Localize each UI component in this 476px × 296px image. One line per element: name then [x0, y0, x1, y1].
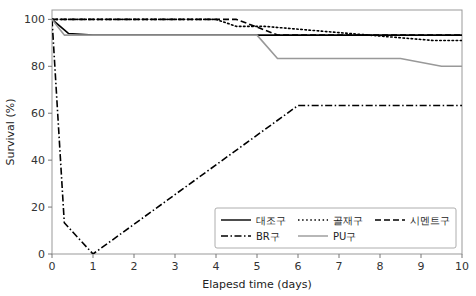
y-tick [48, 19, 52, 20]
legend-item: PU구 [298, 231, 356, 242]
x-axis-label: Elapesd time (days) [202, 278, 312, 291]
x-tick-label: 3 [172, 260, 179, 273]
x-tick [216, 254, 217, 258]
x-tick [134, 254, 135, 258]
x-tick-label: 5 [254, 260, 261, 273]
legend-label: 골재구 [333, 215, 363, 226]
y-tick [48, 207, 52, 208]
x-tick [298, 254, 299, 258]
chart: 012345678910020406080100Elapesd time (da… [0, 0, 476, 296]
x-tick [93, 254, 94, 258]
x-tick-label: 10 [455, 260, 469, 273]
x-tick-label: 7 [336, 260, 343, 273]
y-tick-label: 0 [38, 248, 45, 261]
x-tick [257, 254, 258, 258]
x-tick [421, 254, 422, 258]
legend-item: 대조구 [221, 215, 286, 226]
y-tick-label: 40 [31, 154, 45, 167]
x-tick-label: 9 [418, 260, 425, 273]
legend-swatch [221, 219, 251, 220]
y-tick-label: 80 [31, 60, 45, 73]
x-tick [339, 254, 340, 258]
legend-frame [215, 208, 456, 248]
legend: 대조구 골재구 시멘트구 BR구 PU구 [215, 208, 456, 248]
x-axis: 0 1 2 3 4 5 6 7 8 9 10 [49, 254, 470, 273]
legend-swatch [298, 235, 328, 236]
series-line [52, 19, 462, 66]
x-tick [380, 254, 381, 258]
y-tick [48, 254, 52, 255]
y-tick [48, 113, 52, 114]
legend-item: BR구 [221, 231, 280, 242]
y-tick [48, 66, 52, 67]
x-tick [462, 254, 463, 258]
series-lines [52, 19, 462, 254]
series-line [52, 19, 462, 35]
legend-label: 시멘트구 [410, 215, 450, 226]
x-tick [175, 254, 176, 258]
y-axis: 0 20 40 60 80 100 [24, 13, 52, 261]
x-tick-label: 2 [131, 260, 138, 273]
x-tick-label: 6 [295, 260, 302, 273]
legend-item: 골재구 [298, 215, 363, 226]
legend-label: BR구 [256, 231, 280, 242]
legend-label: 대조구 [256, 215, 286, 226]
y-tick-label: 100 [24, 13, 45, 26]
plot-frame [52, 10, 462, 254]
legend-label: PU구 [333, 231, 356, 242]
x-tick [52, 254, 53, 258]
x-tick-label: 4 [213, 260, 220, 273]
y-axis-label: Survival (%) [4, 99, 17, 166]
x-tick-label: 8 [377, 260, 384, 273]
y-tick-label: 60 [31, 107, 45, 120]
y-tick [48, 160, 52, 161]
series-line [52, 19, 462, 40]
legend-swatch [375, 219, 405, 220]
x-tick-label: 1 [90, 260, 97, 273]
legend-swatch [298, 219, 328, 220]
series-line [52, 19, 462, 35]
x-tick-label: 0 [49, 260, 56, 273]
y-tick-label: 20 [31, 201, 45, 214]
series-line [52, 19, 462, 254]
legend-swatch [221, 235, 251, 236]
legend-item: 시멘트구 [375, 215, 450, 226]
